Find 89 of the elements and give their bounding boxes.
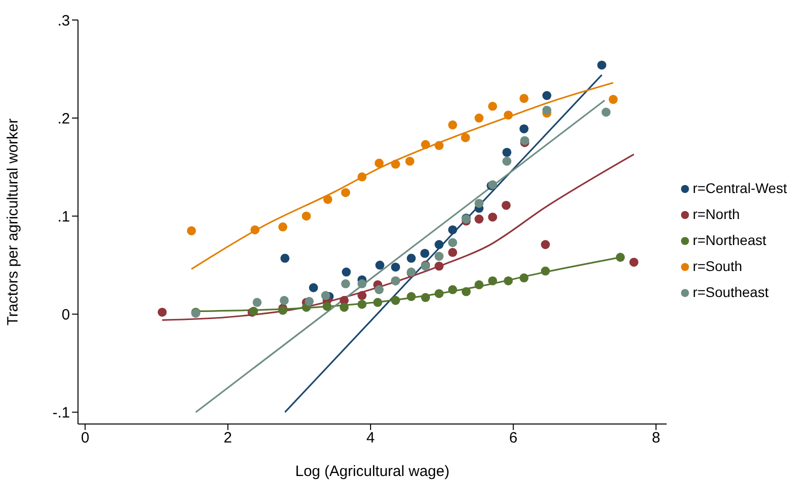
point bbox=[448, 120, 458, 130]
point bbox=[474, 198, 484, 208]
point bbox=[434, 289, 444, 298]
point bbox=[474, 280, 484, 290]
y-tick-label: .1 bbox=[57, 208, 70, 226]
point bbox=[375, 260, 384, 270]
point bbox=[186, 226, 196, 236]
point bbox=[519, 94, 529, 103]
line-series bbox=[190, 82, 614, 270]
point bbox=[406, 292, 416, 302]
point bbox=[488, 212, 498, 222]
point bbox=[434, 252, 444, 261]
point bbox=[405, 156, 414, 166]
point bbox=[358, 279, 367, 288]
x-tick-label: 2 bbox=[224, 430, 232, 447]
point bbox=[373, 298, 382, 307]
point bbox=[540, 240, 550, 250]
point bbox=[250, 225, 260, 234]
point bbox=[308, 283, 318, 292]
y-tick-label: 0 bbox=[62, 306, 70, 324]
point bbox=[608, 94, 618, 104]
line-series bbox=[161, 154, 635, 321]
y-axis-title: Tractors per agricultural worker bbox=[4, 118, 22, 326]
legend-label: r=Southeast bbox=[692, 284, 769, 300]
point bbox=[323, 194, 332, 204]
point bbox=[304, 296, 314, 306]
point bbox=[391, 262, 400, 272]
point bbox=[280, 296, 289, 305]
point bbox=[434, 240, 444, 250]
point bbox=[340, 302, 349, 312]
y-tick-label: .3 bbox=[57, 12, 70, 30]
y-tick-label: .2 bbox=[57, 110, 70, 128]
point bbox=[629, 258, 638, 267]
point bbox=[474, 214, 484, 224]
point bbox=[302, 212, 311, 221]
point bbox=[391, 160, 400, 169]
point bbox=[519, 273, 529, 282]
point bbox=[488, 276, 498, 286]
point bbox=[391, 296, 400, 305]
point bbox=[280, 254, 290, 263]
point bbox=[502, 200, 511, 210]
x-tick-label: 0 bbox=[80, 430, 90, 447]
point bbox=[448, 238, 458, 248]
point bbox=[341, 279, 350, 288]
x-tick-label: 4 bbox=[366, 430, 375, 447]
point bbox=[502, 148, 512, 157]
point bbox=[462, 287, 471, 296]
point bbox=[374, 158, 384, 168]
point bbox=[488, 102, 498, 111]
point bbox=[448, 248, 458, 257]
point bbox=[421, 293, 430, 302]
point bbox=[406, 254, 416, 263]
point bbox=[474, 114, 484, 123]
point bbox=[420, 248, 430, 258]
y-tick-label: -.1 bbox=[52, 404, 70, 422]
point bbox=[502, 156, 512, 166]
point bbox=[358, 291, 367, 300]
point bbox=[434, 262, 444, 271]
point bbox=[504, 276, 513, 286]
point bbox=[448, 225, 458, 234]
point bbox=[278, 222, 288, 232]
point bbox=[252, 298, 262, 307]
legend-label: r=Northeast bbox=[692, 232, 766, 248]
x-tick-label: 6 bbox=[509, 430, 518, 447]
point bbox=[341, 188, 350, 198]
point bbox=[358, 172, 367, 182]
x-axis-title: Log (Agricultural wage) bbox=[295, 463, 450, 480]
point bbox=[519, 124, 529, 134]
x-tick-label: 8 bbox=[652, 430, 660, 447]
point bbox=[374, 285, 384, 294]
point bbox=[542, 106, 552, 115]
point bbox=[540, 266, 550, 276]
point bbox=[602, 108, 611, 117]
legend-label: r=South bbox=[692, 258, 742, 274]
point bbox=[421, 140, 430, 150]
point bbox=[597, 60, 606, 70]
point bbox=[158, 308, 167, 317]
point bbox=[321, 291, 330, 300]
point bbox=[322, 302, 332, 311]
legend-label: r=Central-West bbox=[692, 180, 787, 196]
point bbox=[542, 91, 552, 100]
point bbox=[358, 300, 367, 309]
legend-label: r=North bbox=[692, 206, 740, 222]
point bbox=[434, 141, 444, 150]
point bbox=[616, 252, 625, 262]
point bbox=[460, 133, 470, 142]
point bbox=[342, 268, 351, 277]
point bbox=[448, 285, 458, 294]
point bbox=[504, 110, 513, 120]
